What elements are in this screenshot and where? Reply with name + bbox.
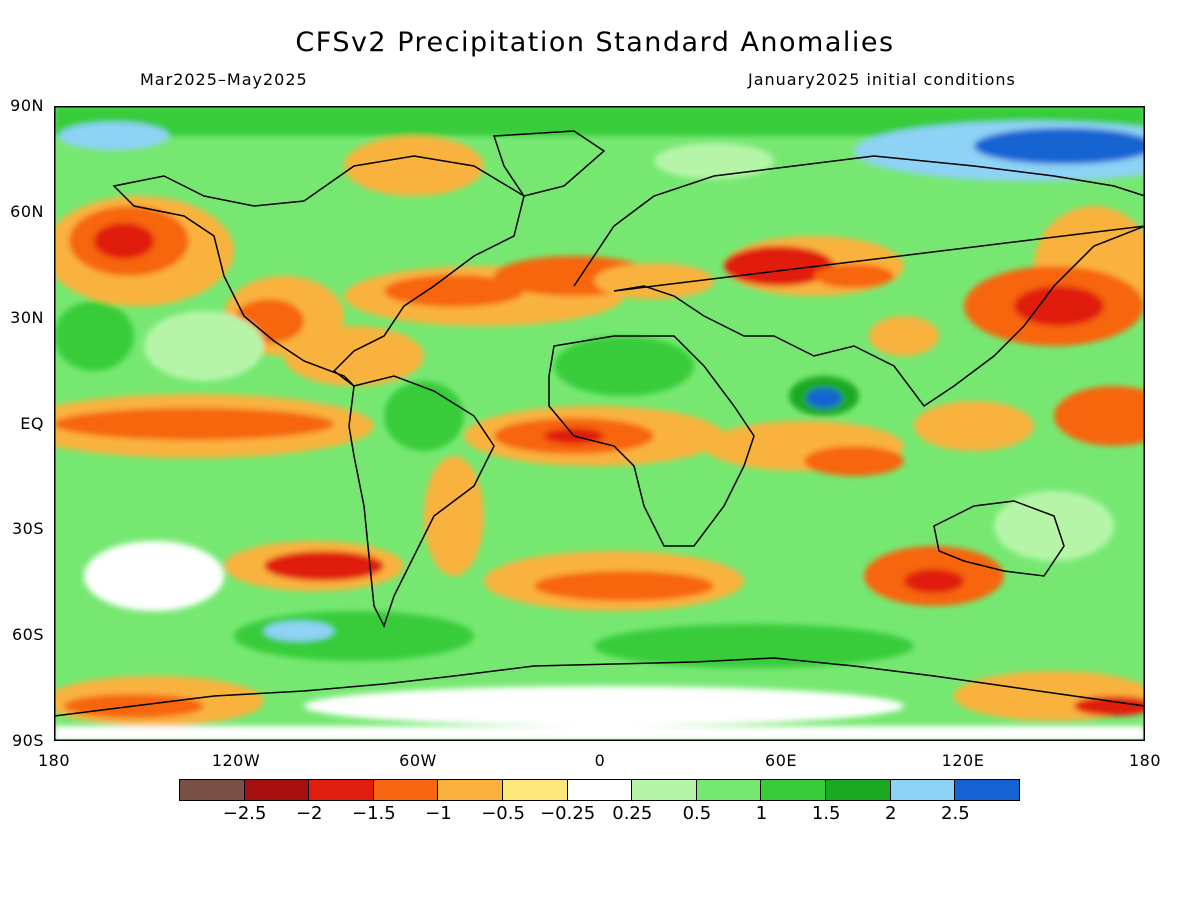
lat-label-30s: 30S — [11, 519, 44, 538]
south-america-coast — [348, 375, 495, 628]
colorbar-tick-label: −0.25 — [540, 803, 596, 824]
lon-label-60e: 60E — [765, 751, 797, 770]
chart-title: CFSv2 Precipitation Standard Anomalies — [295, 27, 895, 58]
australia-coast — [933, 500, 1065, 577]
colorbar-tick-label: 2 — [885, 803, 897, 824]
colorbar — [179, 779, 1020, 801]
colorbar-swatch — [179, 779, 245, 801]
lat-label-90s: 90S — [11, 731, 44, 750]
lon-label-60w: 60W — [399, 751, 437, 770]
greenland-coast — [492, 130, 606, 197]
colorbar-tick-label: 2.5 — [941, 803, 970, 824]
initial-conditions: January2025 initial conditions — [748, 70, 1016, 89]
colorbar-tick-label: −1 — [425, 803, 452, 824]
colorbar-tick-label: −0.5 — [481, 803, 525, 824]
colorbar-swatch — [631, 779, 697, 801]
colorbar-tick-label: −2 — [295, 803, 323, 824]
colorbar-tick-label: 1.5 — [811, 803, 841, 824]
lon-label-0: 0 — [594, 751, 606, 770]
map-border — [54, 106, 1145, 741]
colorbar-swatch — [825, 779, 891, 801]
colorbar-swatch — [889, 779, 956, 801]
lon-label-120e: 120E — [941, 751, 985, 770]
colorbar-tick-label: −1.5 — [351, 803, 396, 824]
colorbar-swatch — [695, 779, 762, 801]
colorbar-swatch — [437, 779, 504, 801]
colorbar-swatch — [760, 779, 827, 801]
lon-label-120w: 120W — [211, 751, 261, 770]
north-america-coast — [112, 155, 525, 387]
lat-label-60n: 60N — [10, 202, 44, 221]
lat-label-30n: 30N — [10, 308, 44, 327]
colorbar-swatch — [243, 779, 310, 801]
colorbar-tick-label: 1 — [755, 803, 768, 824]
lon-label-180e: 180 — [1128, 751, 1162, 770]
forecast-period: Mar2025–May2025 — [140, 70, 308, 89]
colorbar-tick-label: −2.5 — [222, 803, 267, 824]
colorbar-swatch — [502, 779, 568, 801]
colorbar-swatch — [308, 779, 374, 801]
lat-label-eq: EQ — [20, 414, 44, 433]
africa-coast — [548, 335, 755, 547]
eurasia-coast — [573, 155, 1145, 408]
lon-label-180w: 180 — [37, 751, 71, 770]
colorbar-tick-label: 0.5 — [682, 803, 712, 824]
lat-label-90n: 90N — [10, 96, 44, 115]
colorbar-swatch — [372, 779, 439, 801]
colorbar-swatch — [566, 779, 633, 801]
precipitation-anomaly-map — [54, 106, 1145, 741]
lat-label-60s: 60S — [11, 625, 44, 644]
colorbar-swatch — [954, 779, 1020, 801]
coastlines — [54, 130, 1145, 717]
colorbar-tick-label: 0.25 — [612, 803, 653, 824]
antarctica-coast — [54, 657, 1145, 717]
